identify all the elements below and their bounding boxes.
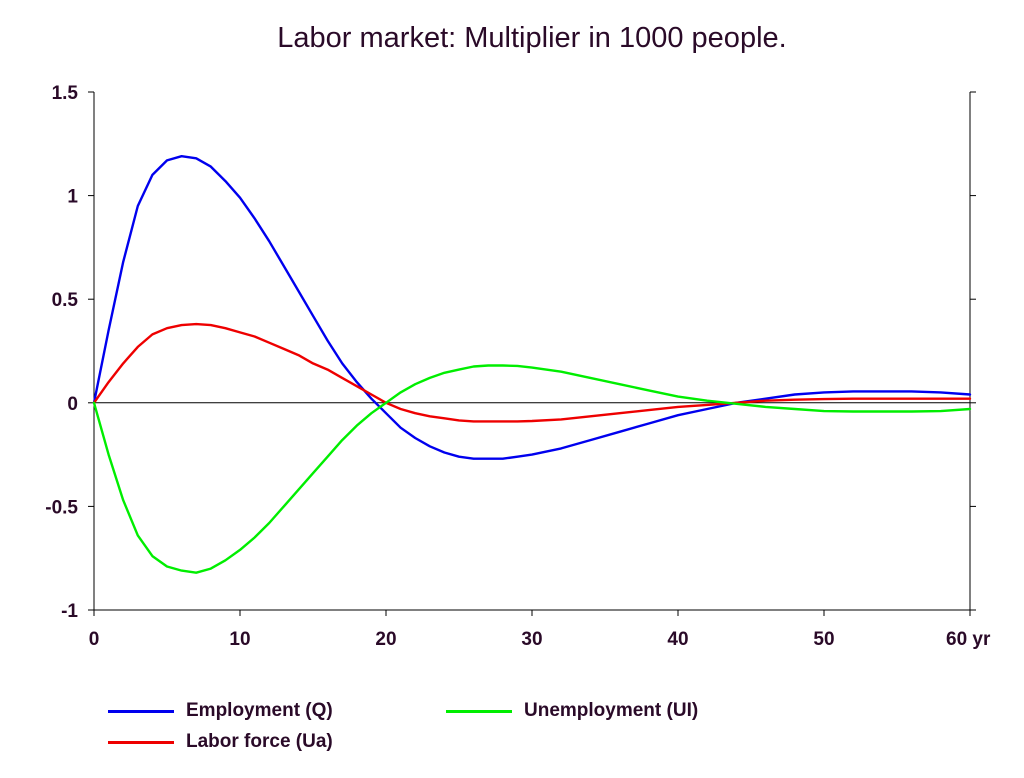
chart-title: Labor market: Multiplier in 1000 people. — [277, 22, 787, 54]
y-tick-label: 1 — [67, 187, 78, 208]
legend-item-labor-force: Labor force (Ua) — [108, 731, 333, 753]
x-tick-label: 0 — [89, 629, 100, 650]
line-chart: -1 -0.5 0 0.5 1 1.5 0 10 20 30 40 50 60 yr — [45, 83, 991, 650]
series-line-3 — [92, 364, 972, 574]
x-tick-label: 30 — [521, 629, 542, 650]
x-tick-label: 40 — [667, 629, 688, 650]
y-tick-label: 0 — [67, 394, 78, 415]
chart-axes — [88, 91, 976, 616]
tick-labels: -1 -0.5 0 0.5 1 1.5 0 10 20 30 40 50 60 yr — [45, 83, 991, 650]
series-line-1 — [92, 154, 972, 460]
series-lines — [92, 154, 972, 574]
legend-swatch-employment — [108, 709, 174, 713]
legend-swatch-unemployment — [446, 709, 512, 713]
x-tick-label: 20 — [375, 629, 396, 650]
y-tick-label: 1.5 — [52, 83, 79, 104]
legend-item-employment: Employment (Q) — [108, 700, 333, 722]
x-tick-label: 10 — [229, 629, 250, 650]
series-line-2 — [92, 322, 972, 423]
y-tick-label: 0.5 — [52, 290, 79, 311]
legend-swatch-labor-force — [108, 740, 174, 744]
legend-label-unemployment: Unemployment (UI) — [524, 700, 699, 721]
y-tick-label: -1 — [61, 601, 78, 622]
y-tick-label: -0.5 — [45, 497, 78, 518]
legend-item-unemployment: Unemployment (UI) — [446, 700, 698, 722]
legend-label-employment: Employment (Q) — [186, 700, 333, 721]
legend-label-labor-force: Labor force (Ua) — [186, 731, 333, 752]
x-tick-label: 50 — [813, 629, 834, 650]
x-tick-label: 60 yr — [946, 629, 991, 650]
